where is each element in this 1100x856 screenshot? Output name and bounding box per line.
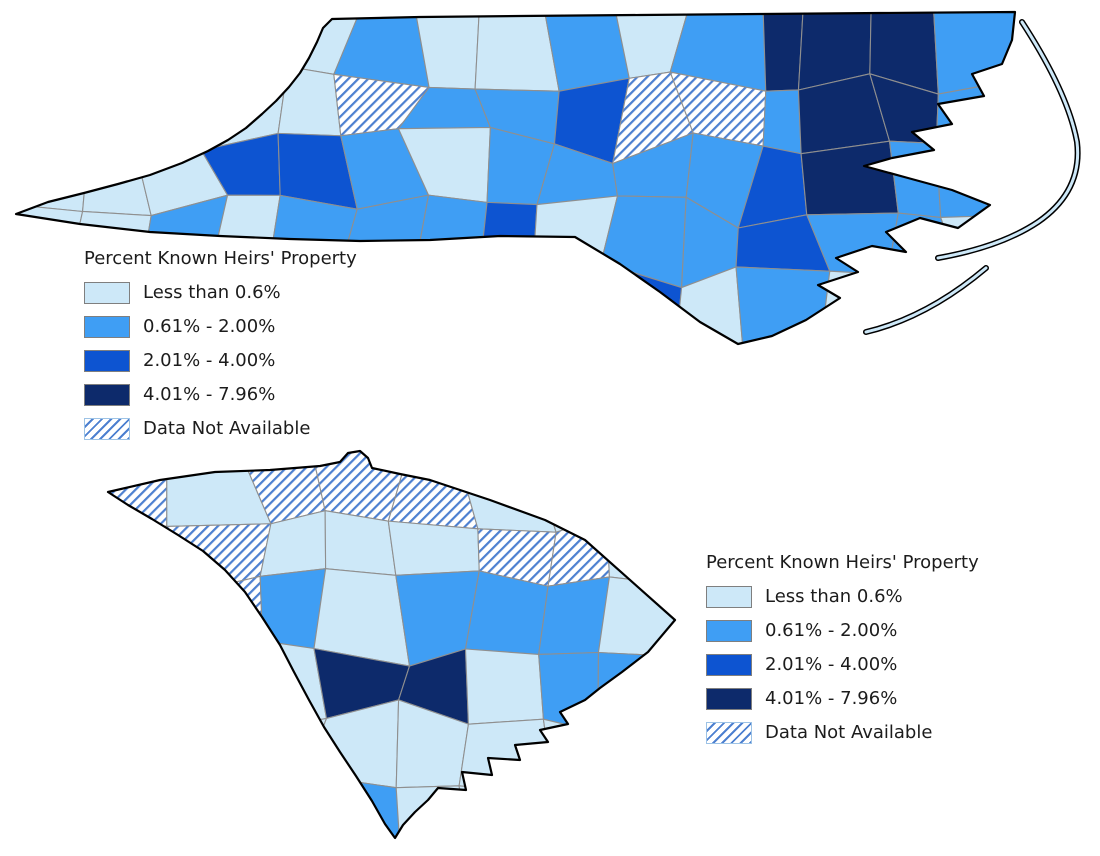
legend-item-no-data: Data Not Available xyxy=(706,722,979,744)
legend-swatch-class4 xyxy=(84,384,130,406)
legend-label-class2: 0.61% - 2.00% xyxy=(765,620,898,641)
legend-label-class1: Less than 0.6% xyxy=(143,282,281,303)
legend-swatch-hatch xyxy=(84,418,130,440)
legend-item-class2: 0.61% - 2.00% xyxy=(84,316,357,338)
legend-title: Percent Known Heirs' Property xyxy=(84,248,357,269)
legend-title: Percent Known Heirs' Property xyxy=(706,552,979,573)
legend-swatch-class4 xyxy=(706,688,752,710)
legend-swatch-hatch xyxy=(706,722,752,744)
legend-item-class2: 0.61% - 2.00% xyxy=(706,620,979,642)
legend-item-class4: 4.01% - 7.96% xyxy=(84,384,357,406)
legend-item-class3: 2.01% - 4.00% xyxy=(84,350,357,372)
sc-legend: Percent Known Heirs' Property Less than … xyxy=(706,552,979,744)
legend-swatch-class1 xyxy=(84,282,130,304)
legend-item-class1: Less than 0.6% xyxy=(706,586,979,608)
legend-item-class3: 2.01% - 4.00% xyxy=(706,654,979,676)
legend-label-class3: 2.01% - 4.00% xyxy=(765,654,898,675)
legend-item-class4: 4.01% - 7.96% xyxy=(706,688,979,710)
legend-label-no-data: Data Not Available xyxy=(143,418,311,439)
legend-swatch-class1 xyxy=(706,586,752,608)
nc-legend: Percent Known Heirs' Property Less than … xyxy=(84,248,357,440)
legend-swatch-class3 xyxy=(706,654,752,676)
sc-map xyxy=(106,449,677,840)
legend-swatch-class2 xyxy=(706,620,752,642)
legend-swatch-class2 xyxy=(84,316,130,338)
legend-label-class4: 4.01% - 7.96% xyxy=(143,384,276,405)
legend-label-class2: 0.61% - 2.00% xyxy=(143,316,276,337)
legend-label-class4: 4.01% - 7.96% xyxy=(765,688,898,709)
legend-swatch-class3 xyxy=(84,350,130,372)
legend-label-class3: 2.01% - 4.00% xyxy=(143,350,276,371)
legend-label-class1: Less than 0.6% xyxy=(765,586,903,607)
legend-label-no-data: Data Not Available xyxy=(765,722,933,743)
legend-item-class1: Less than 0.6% xyxy=(84,282,357,304)
legend-item-no-data: Data Not Available xyxy=(84,418,357,440)
